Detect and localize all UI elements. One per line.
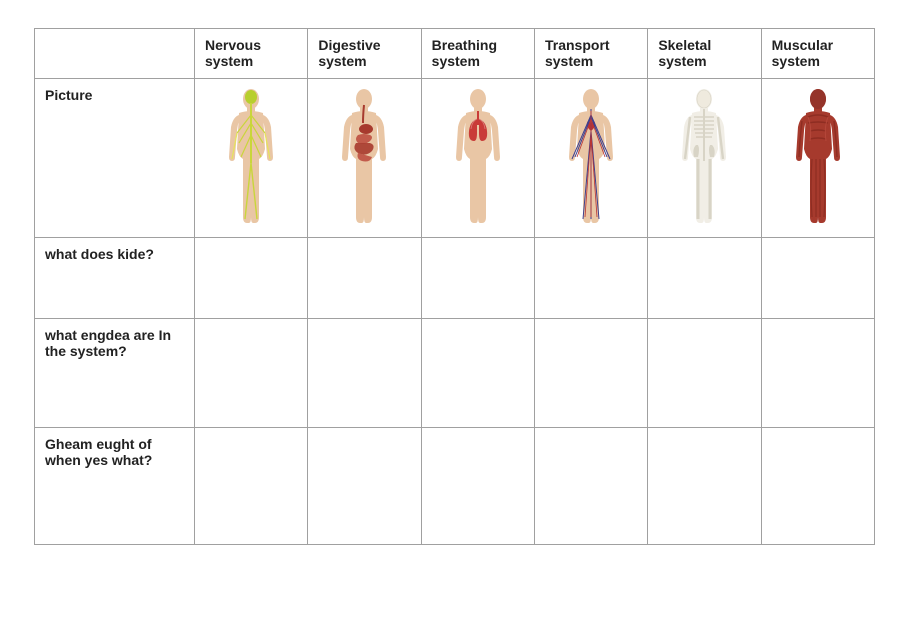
pic-breathing <box>421 79 534 238</box>
header-digestive: Digestive system <box>308 29 421 79</box>
cell-q2-nervous <box>195 319 308 428</box>
header-row: Nervous system Digestive system Breathin… <box>35 29 875 79</box>
breathing-body-icon <box>450 87 506 227</box>
cell-q3-breathing <box>421 428 534 545</box>
cell-q3-nervous <box>195 428 308 545</box>
cell-q1-skeletal <box>648 238 761 319</box>
header-transport: Transport system <box>534 29 647 79</box>
header-skeletal: Skeletal system <box>648 29 761 79</box>
muscular-body-icon <box>790 87 846 227</box>
cell-q2-muscular <box>761 319 874 428</box>
cell-q2-skeletal <box>648 319 761 428</box>
header-blank <box>35 29 195 79</box>
cell-q3-transport <box>534 428 647 545</box>
pic-muscular <box>761 79 874 238</box>
cell-q2-transport <box>534 319 647 428</box>
rowlabel-picture: Picture <box>35 79 195 238</box>
transport-body-icon <box>563 87 619 227</box>
pic-transport <box>534 79 647 238</box>
rowlabel-q1: what does kide? <box>35 238 195 319</box>
row-q1: what does kide? <box>35 238 875 319</box>
body-systems-table: Nervous system Digestive system Breathin… <box>34 28 875 545</box>
cell-q1-nervous <box>195 238 308 319</box>
header-muscular: Muscular system <box>761 29 874 79</box>
header-nervous: Nervous system <box>195 29 308 79</box>
cell-q1-digestive <box>308 238 421 319</box>
cell-q1-muscular <box>761 238 874 319</box>
worksheet-container: Nervous system Digestive system Breathin… <box>0 0 909 573</box>
cell-q2-breathing <box>421 319 534 428</box>
row-q3: Gheam eught of when yes what? <box>35 428 875 545</box>
row-picture: Picture <box>35 79 875 238</box>
cell-q2-digestive <box>308 319 421 428</box>
header-breathing: Breathing system <box>421 29 534 79</box>
cell-q1-transport <box>534 238 647 319</box>
cell-q3-skeletal <box>648 428 761 545</box>
skeletal-body-icon <box>676 87 732 227</box>
rowlabel-q3: Gheam eught of when yes what? <box>35 428 195 545</box>
row-q2: what engdea are In the system? <box>35 319 875 428</box>
cell-q3-muscular <box>761 428 874 545</box>
cell-q1-breathing <box>421 238 534 319</box>
nervous-body-icon <box>223 87 279 227</box>
pic-nervous <box>195 79 308 238</box>
pic-skeletal <box>648 79 761 238</box>
pic-digestive <box>308 79 421 238</box>
cell-q3-digestive <box>308 428 421 545</box>
rowlabel-q2: what engdea are In the system? <box>35 319 195 428</box>
digestive-body-icon <box>336 87 392 227</box>
